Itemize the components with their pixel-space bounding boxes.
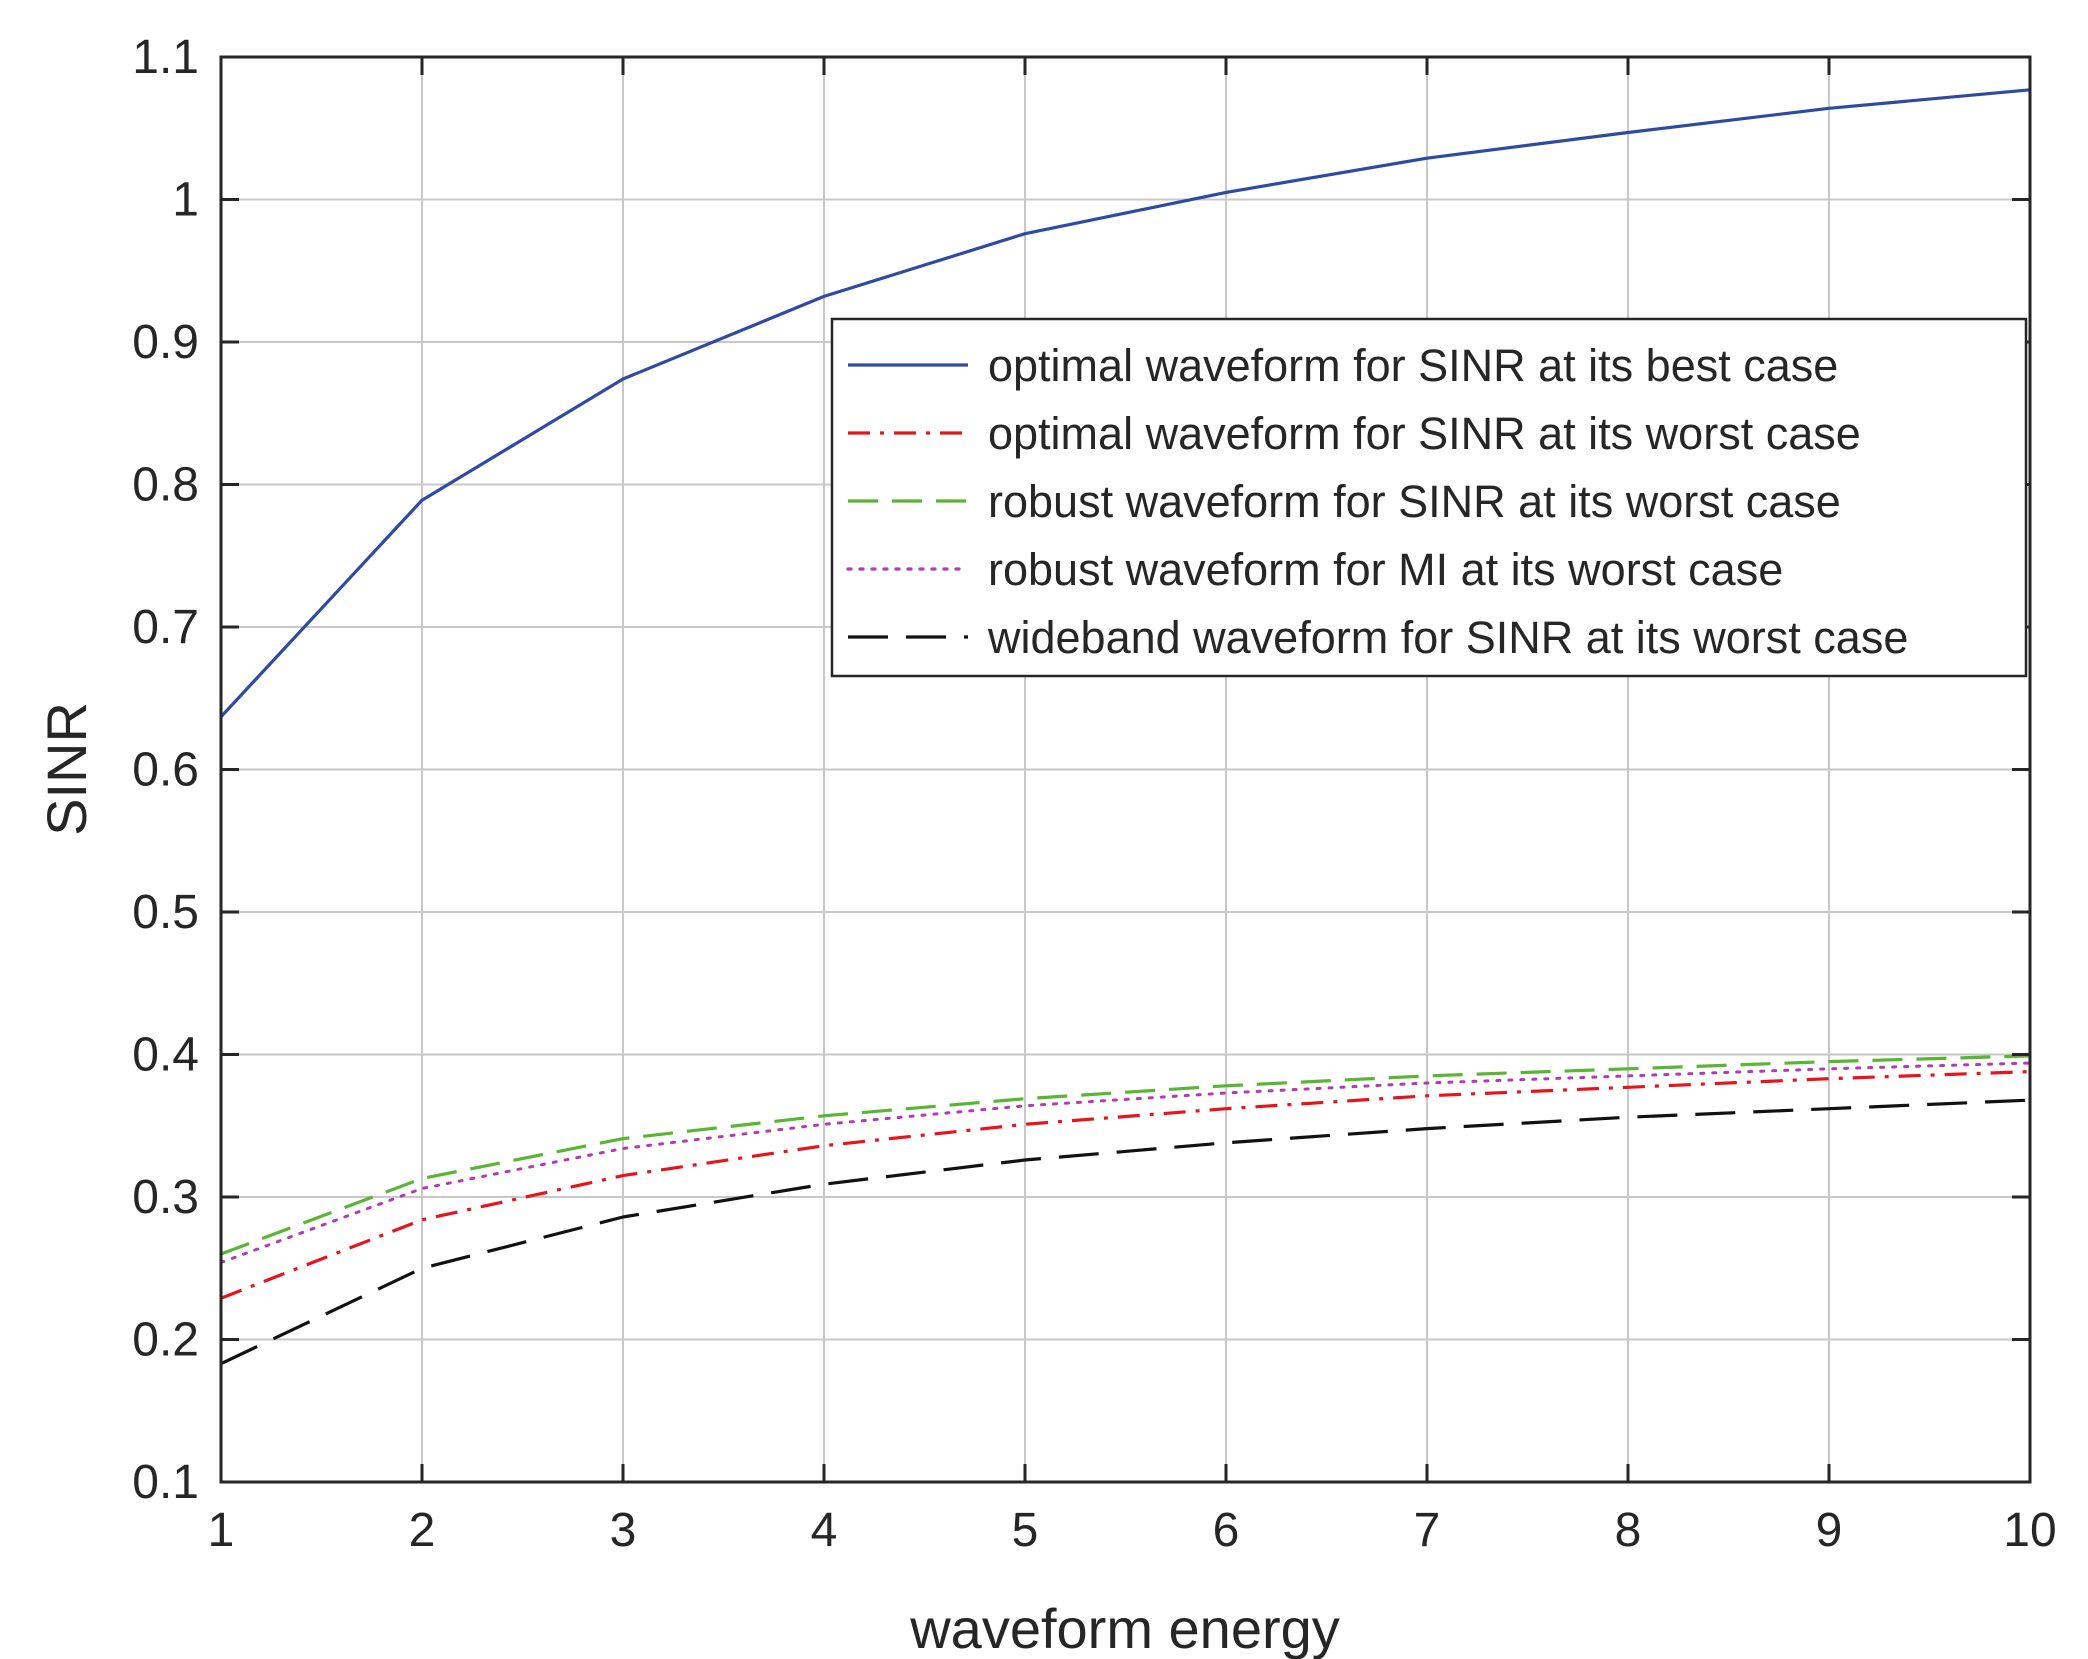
x-tick-label: 1 — [208, 1504, 235, 1557]
x-tick-label: 3 — [610, 1504, 637, 1557]
series-line-1 — [219, 88, 2031, 718]
x-axis-title: waveform energy — [909, 1597, 1340, 1659]
y-tick-label: 0.5 — [132, 886, 199, 939]
y-tick-label: 0.1 — [132, 1456, 199, 1509]
legend-label-4: robust waveform for MI at its worst case — [988, 544, 1783, 595]
x-tick-label: 9 — [1816, 1504, 1843, 1557]
legend-label-1: optimal waveform for SINR at its best ca… — [988, 340, 1838, 391]
y-tick-label: 0.2 — [132, 1314, 199, 1367]
y-tick-label: 0.7 — [132, 601, 199, 654]
legend: optimal waveform for SINR at its best ca… — [830, 317, 2028, 678]
y-tick-label: 0.9 — [132, 316, 199, 369]
x-tick-label: 5 — [1012, 1504, 1039, 1557]
x-tick-label: 8 — [1615, 1504, 1642, 1557]
series-line-3 — [220, 1054, 2031, 1256]
y-tick-label: 1 — [172, 174, 199, 227]
y-tick-label: 0.4 — [132, 1029, 199, 1082]
x-tick-label: 2 — [409, 1504, 436, 1557]
legend-label-5: wideband waveform for SINR at its worst … — [987, 612, 1908, 663]
legend-box — [830, 317, 2028, 678]
series-line-2 — [220, 1070, 2031, 1300]
series-line-5 — [220, 1098, 2031, 1366]
x-tick-label: 6 — [1213, 1504, 1240, 1557]
series-line-4 — [219, 1061, 2032, 1264]
x-tick-label: 10 — [2003, 1504, 2056, 1557]
y-tick-label: 0.8 — [132, 459, 199, 512]
y-tick-label: 1.1 — [132, 31, 199, 84]
x-tick-label: 4 — [811, 1504, 838, 1557]
y-axis-title: SINR — [35, 702, 98, 836]
series-lines — [219, 88, 2032, 1366]
y-tick-label: 0.3 — [132, 1171, 199, 1224]
legend-label-3: robust waveform for SINR at its worst ca… — [988, 476, 1841, 527]
y-tick-label: 0.6 — [132, 744, 199, 797]
x-tick-label: 7 — [1414, 1504, 1441, 1557]
ticks: 1 2 3 4 5 6 7 8 9 10 0.1 0.2 0.3 0.4 0.5 0.6 0.7 0.8 0.9 1 1… — [132, 31, 2056, 1557]
legend-label-2: optimal waveform for SINR at its worst c… — [988, 408, 1861, 459]
